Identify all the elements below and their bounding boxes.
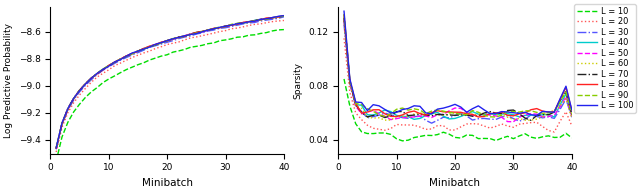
Legend: L = 10, L = 20, L = 30, L = 40, L = 50, L = 60, L = 70, L = 80, L = 90, L = 100: L = 10, L = 20, L = 30, L = 40, L = 50, …: [574, 4, 636, 113]
Y-axis label: Sparsity: Sparsity: [294, 62, 303, 99]
X-axis label: Minibatch: Minibatch: [429, 178, 481, 188]
X-axis label: Minibatch: Minibatch: [141, 178, 193, 188]
Y-axis label: Log Predictive Probability: Log Predictive Probability: [4, 23, 13, 138]
